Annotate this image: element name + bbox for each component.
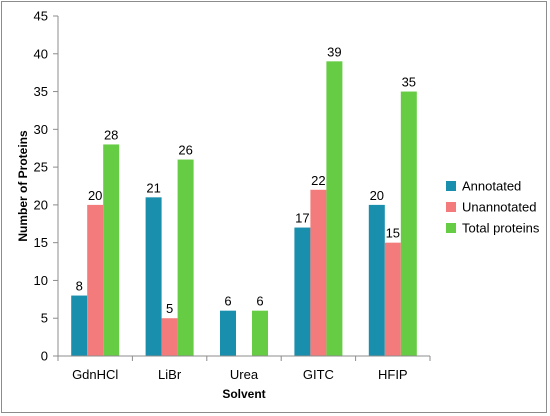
data-label: 15 [386, 226, 400, 241]
bar [384, 242, 401, 356]
data-label: 20 [88, 188, 102, 203]
x-axis-ticks: GdnHCl LiBr Urea GITC HFIP [57, 356, 431, 382]
legend-label: Unannotated [462, 200, 536, 215]
data-label: 22 [311, 173, 325, 188]
bar [326, 61, 343, 356]
y-tick-label: 0 [41, 349, 48, 364]
bar [87, 204, 104, 356]
legend-swatch [446, 202, 456, 212]
data-label: 6 [256, 294, 263, 309]
bar [145, 197, 162, 356]
y-tick-label: 40 [34, 46, 48, 61]
bar [400, 91, 417, 357]
y-tick-label: 20 [34, 197, 48, 212]
data-label: 6 [224, 294, 231, 309]
y-tick-label: 10 [34, 273, 48, 288]
legend: Annotated Unannotated Total proteins [446, 179, 540, 236]
data-labels: 8 20 28 21 5 26 6 6 17 22 39 20 15 35 [76, 44, 416, 316]
bar [220, 310, 236, 356]
data-label: 5 [166, 301, 173, 316]
data-label: 20 [370, 188, 384, 203]
bar [252, 310, 268, 356]
x-tick-label: GdnHCl [72, 367, 118, 382]
bar [310, 189, 327, 356]
y-tick-label: 15 [34, 235, 48, 250]
bar [71, 295, 88, 356]
x-tick-label: Urea [230, 367, 259, 382]
bar [103, 144, 120, 356]
x-tick-label: HFIP [378, 367, 408, 382]
legend-swatch [446, 223, 456, 233]
data-label: 35 [402, 75, 416, 90]
y-tick-label: 5 [41, 311, 48, 326]
legend-label: Annotated [462, 179, 521, 194]
bar [161, 318, 178, 356]
y-axis-ticks: 0 5 10 15 20 25 30 35 40 45 [34, 9, 58, 364]
y-tick-label: 30 [34, 122, 48, 137]
bar [177, 159, 194, 356]
bars [71, 61, 417, 357]
data-label: 17 [295, 211, 309, 226]
bar [294, 227, 311, 356]
x-tick-label: GITC [303, 367, 334, 382]
data-label: 28 [104, 127, 118, 142]
data-label: 8 [76, 279, 83, 294]
y-tick-label: 25 [34, 160, 48, 175]
data-label: 26 [178, 143, 192, 158]
legend-label: Total proteins [462, 221, 540, 236]
y-tick-label: 45 [34, 9, 48, 24]
x-tick-label: LiBr [158, 367, 182, 382]
y-tick-label: 35 [34, 84, 48, 99]
legend-swatch [446, 181, 456, 191]
x-axis-title: Solvent [222, 387, 265, 401]
data-label: 21 [146, 180, 160, 195]
bar [368, 204, 385, 356]
y-axis-title: Number of Proteins [16, 130, 30, 242]
data-label: 39 [327, 44, 341, 59]
